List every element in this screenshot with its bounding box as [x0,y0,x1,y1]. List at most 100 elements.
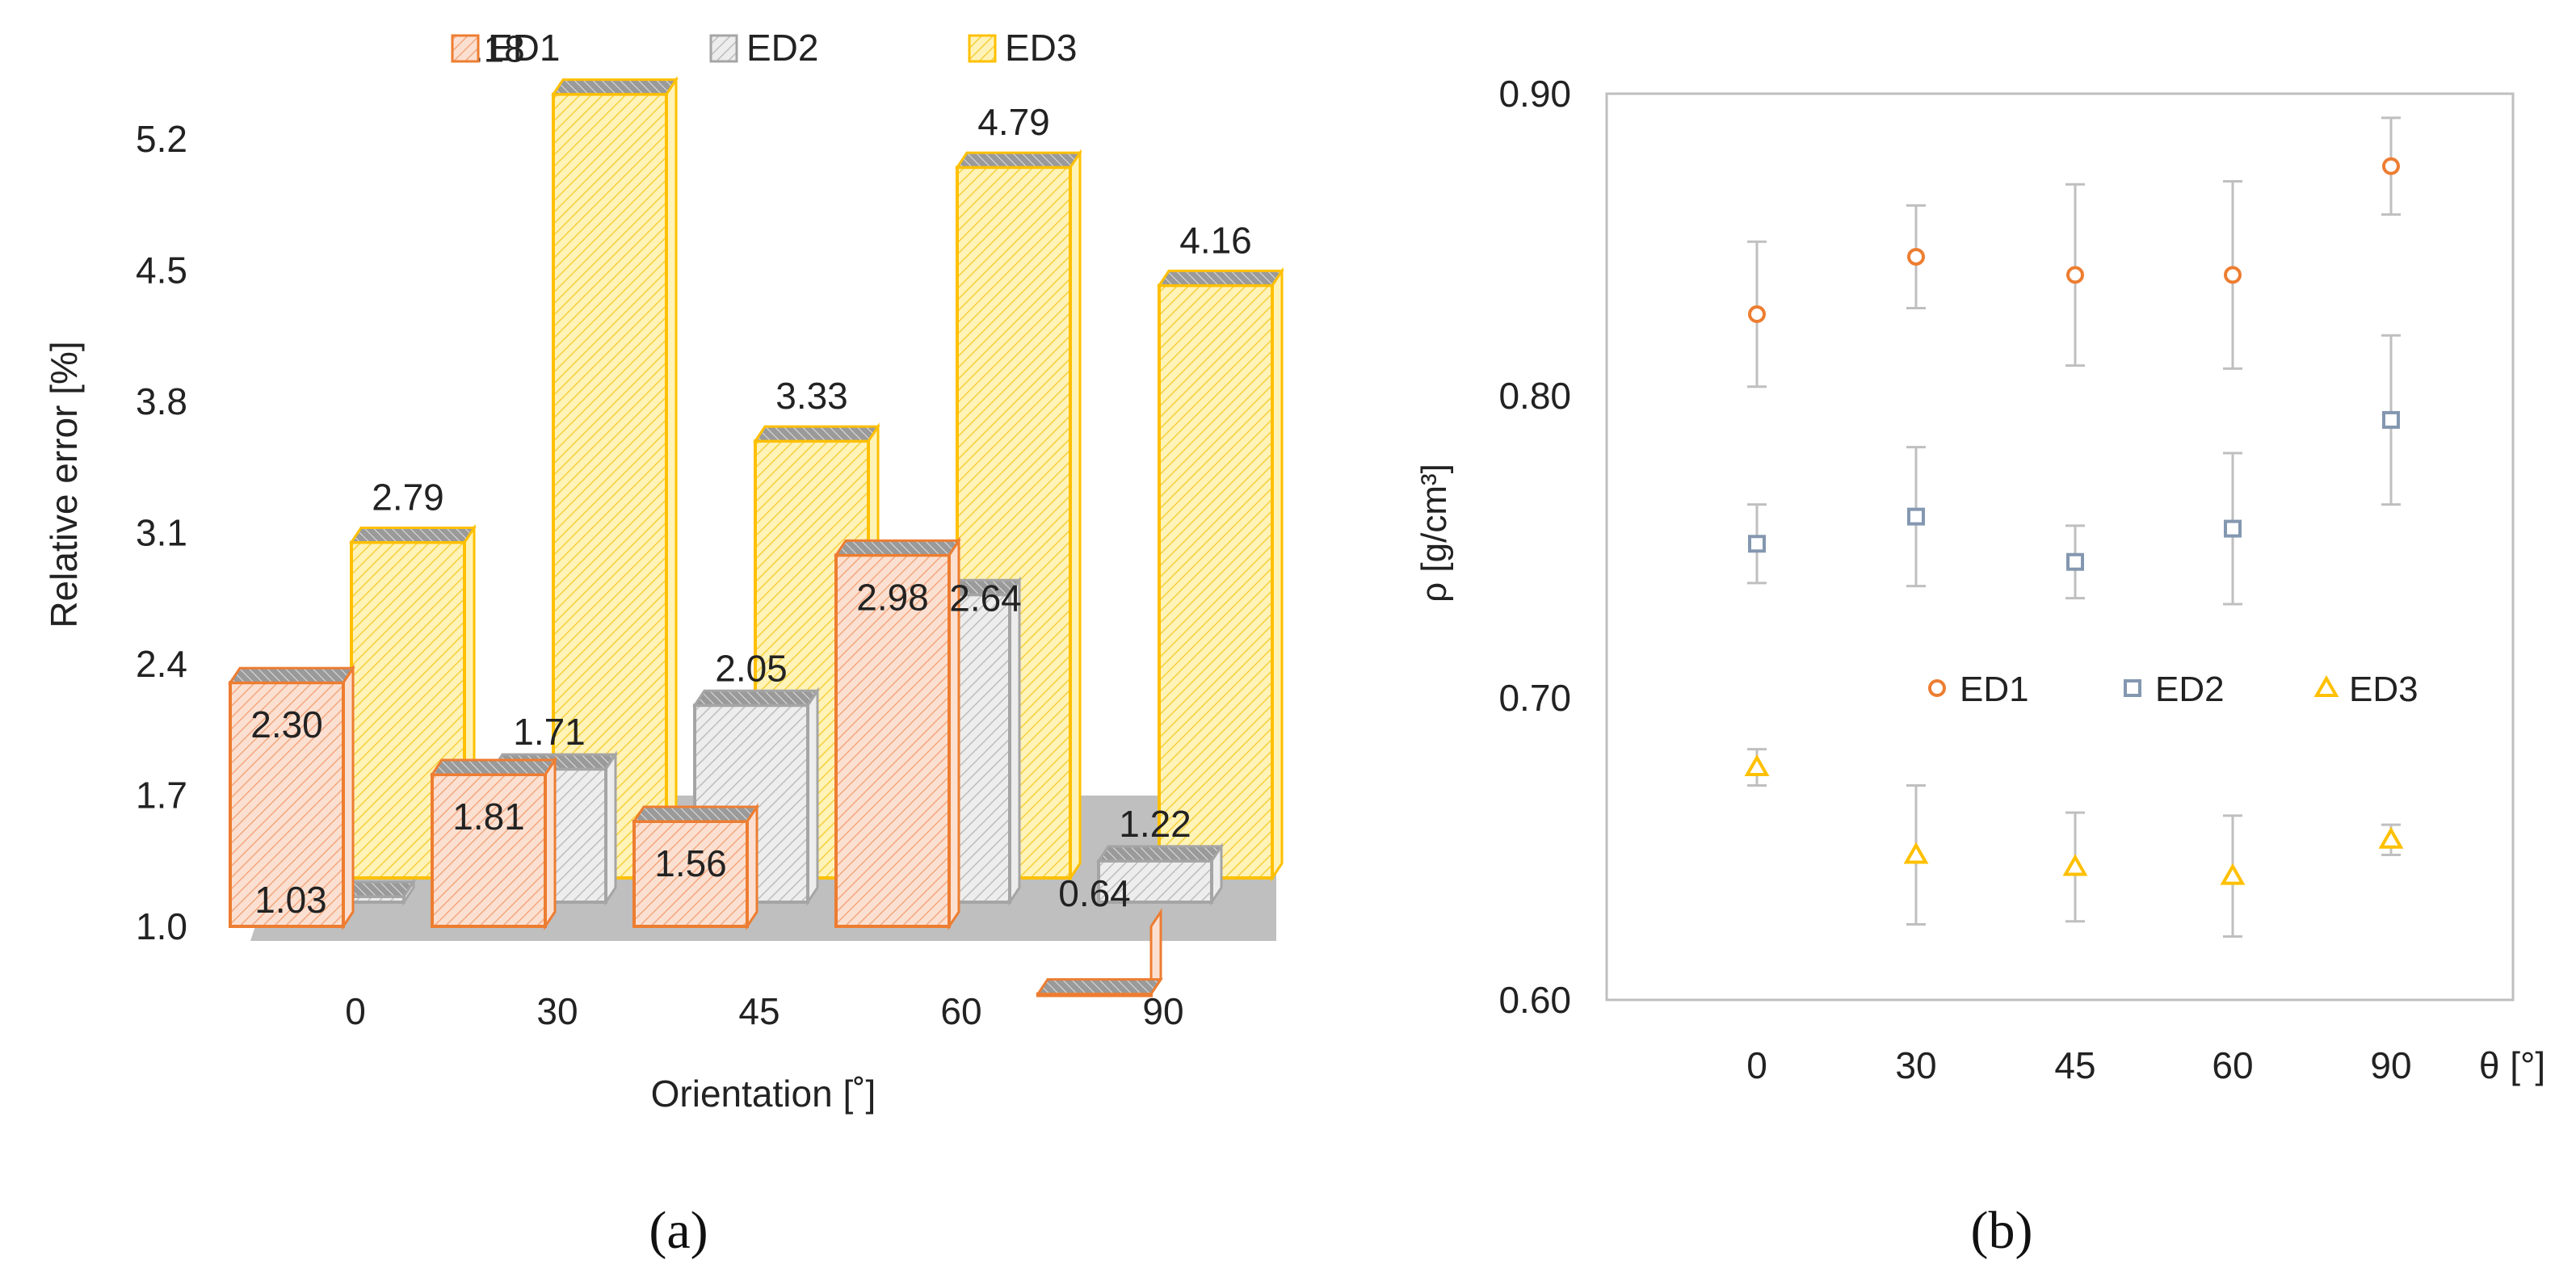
bar-front [431,772,547,929]
chart-b-xlabel: θ [°] [2479,1044,2545,1086]
bar-top [349,526,477,544]
data-label-ED3-0: 2.79 [372,476,444,518]
legend-swatch [451,34,480,63]
legend-swatch [968,34,997,63]
chart-b-ylabel: ρ [g/cm³] [1414,464,1454,603]
panel-b-scatter-chart: 0.60 0.70 0.80 0.90 0 30 45 60 90 ED1 ED2 ED3 ρ [… [1414,73,2545,1260]
bar-front [1158,283,1274,880]
bar-ED3-30 [551,75,679,882]
data-label-ED1-45: 1.56 [654,842,727,884]
data-label-ED3-60: 4.79 [977,101,1050,143]
bar-top [834,539,961,556]
data-label-ED1-0: 2.30 [250,703,323,745]
chart-a-legend: ED1 ED2 ED3 [451,27,1077,69]
bar-top [632,805,759,823]
marker-square [1907,507,1925,526]
chart-b-plot-area [1605,92,2515,1002]
point-ED1-90 [2381,116,2401,216]
marker-square [2124,679,2141,697]
legend-item-ED3: ED3 [2313,670,2418,709]
marker-square [2382,410,2400,429]
legend-item-ED2: ED2 [709,27,818,69]
bar-front [632,820,749,928]
marker-triangle [2378,826,2404,849]
x-tick-label: 0 [1746,1044,1767,1086]
x-tick-label: 45 [738,990,780,1032]
chart-a-data-labels: 2.30 1.81 1.56 2.98 0.64 1.03 1.71 2.05 2.64 1.22… [250,28,1252,921]
legend-label: ED3 [2349,670,2418,709]
chart-b-points [1744,116,2404,938]
data-label-ED2-30: 1.71 [513,711,586,753]
data-label-ED1-90: 0.64 [1058,872,1131,914]
chart-a-xlabel: Orientation [˚] [651,1073,876,1115]
bar-ED2-90 [1096,842,1224,906]
data-label-ED3-90: 4.16 [1179,219,1252,261]
chart-a-ylabel: Relative error [%] [43,341,85,628]
marker-square [2224,519,2242,538]
bar-top [551,78,679,96]
x-tick-label: 60 [940,990,981,1032]
point-ED3-0 [1744,748,1770,787]
x-tick-label: 0 [345,990,366,1032]
point-ED1-60 [2223,179,2242,370]
point-ED1-30 [1906,204,1926,310]
bar-ED1-45 [632,803,759,930]
y-tick-label: 3.8 [136,380,187,422]
data-label-ED2-45: 2.05 [715,647,788,689]
point-ED3-45 [2062,811,2088,923]
marker-circle [1907,247,1925,266]
y-tick-label: 0.90 [1498,73,1571,115]
marker-square [2066,552,2084,571]
bar-ED1-30 [430,756,557,930]
legend-label: ED2 [746,27,818,69]
y-tick-label: 0.60 [1498,979,1571,1021]
bar-top [228,666,355,684]
marker-square [1748,535,1766,553]
point-ED2-60 [2223,451,2242,606]
bar-top [955,151,1082,169]
chart-a-x-axis: 0 30 45 60 90 [345,990,1183,1032]
bar-top [430,758,557,776]
x-tick-label: 90 [1142,990,1183,1032]
chart-a-bars [228,75,1284,998]
data-label-ED2-0: 1.03 [254,879,327,921]
marker-triangle [1744,754,1770,777]
legend-label: ED3 [1005,27,1077,69]
x-tick-label: 30 [536,990,578,1032]
x-tick-label: 90 [2370,1044,2411,1086]
panel-a-bar-chart: 1.0 1.7 2.4 3.1 3.8 4.5 5.2 0 30 45 60 90 2.30 1.81… [43,27,1284,1260]
point-ED2-0 [1747,503,1767,585]
chart-b-x-axis: 0 30 45 60 90 [1746,1044,2411,1086]
marker-circle [2066,266,2084,284]
y-tick-label: 4.5 [136,250,187,292]
y-tick-label: 0.70 [1498,677,1571,719]
data-label-ED1-60: 2.98 [856,576,929,618]
x-tick-label: 45 [2054,1044,2095,1086]
y-tick-label: 3.1 [136,512,187,554]
marker-triangle [2220,863,2246,885]
marker-triangle [1903,842,1929,864]
point-ED1-0 [1747,240,1767,388]
chart-b-caption: (b) [1971,1201,2033,1260]
bar-front [1097,859,1213,905]
data-label-ED2-90: 1.22 [1119,803,1191,845]
legend-item-ED2: ED2 [2124,670,2225,709]
data-label-ED2-60: 2.64 [949,577,1022,619]
y-tick-label: 1.7 [136,775,187,817]
bar-top [1096,845,1224,863]
chart-a-y-axis: 1.0 1.7 2.4 3.1 3.8 4.5 5.2 [136,118,187,947]
marker-triangle [2062,854,2088,876]
bar-top [1157,269,1284,287]
legend-item-ED3: ED3 [968,27,1077,69]
bar-ED1-60 [834,536,961,930]
legend-label: ED1 [488,27,560,69]
y-tick-label: 0.80 [1498,375,1571,417]
bar-ED3-60 [955,149,1082,882]
y-tick-label: 1.0 [136,905,187,947]
point-ED2-90 [2381,334,2401,506]
point-ED3-30 [1903,783,1929,926]
legend-item-ED1: ED1 [451,27,560,69]
x-tick-label: 60 [2212,1044,2253,1086]
bar-ED1-90 [1036,908,1163,998]
